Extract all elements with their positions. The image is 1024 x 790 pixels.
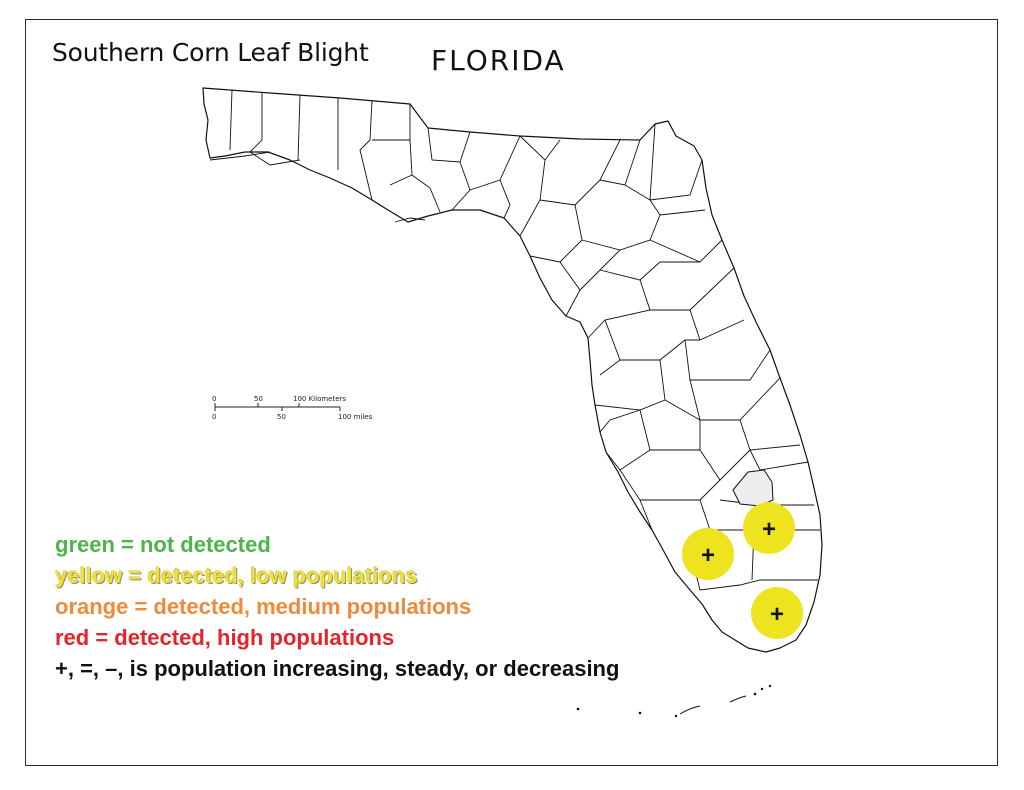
scale-km-50: 50 bbox=[254, 395, 263, 403]
detection-marker: + bbox=[682, 528, 734, 580]
detection-marker: + bbox=[751, 587, 803, 639]
map-title: Southern Corn Leaf Blight bbox=[52, 38, 369, 67]
scale-bar: 0 50 100 Kilometers 0 50 100 miles bbox=[212, 395, 373, 421]
legend-trend-key: +, =, –, is population increasing, stead… bbox=[55, 656, 620, 681]
legend-red: red = detected, high populations bbox=[55, 625, 395, 650]
trend-symbol: + bbox=[770, 601, 784, 628]
scale-mi-50: 50 bbox=[277, 413, 286, 421]
scale-km-100: 100 Kilometers bbox=[293, 395, 346, 403]
scale-mi-100: 100 miles bbox=[338, 413, 373, 421]
detection-marker: + bbox=[743, 502, 795, 554]
county-lines bbox=[229, 89, 820, 591]
barrier-island bbox=[394, 217, 426, 223]
highlighted-county bbox=[732, 469, 774, 507]
trend-symbol: + bbox=[701, 542, 715, 569]
scale-km-0: 0 bbox=[212, 395, 216, 403]
florida-keys bbox=[576, 684, 772, 718]
scale-mi-0: 0 bbox=[212, 413, 216, 421]
legend-green: green = not detected bbox=[55, 532, 271, 557]
state-name: FLORIDA bbox=[431, 44, 566, 77]
legend-yellow: yellow = detected, low populations bbox=[55, 563, 418, 588]
legend-orange: orange = detected, medium populations bbox=[55, 594, 472, 619]
legend: green = not detected yellow = detected, … bbox=[55, 529, 619, 684]
trend-symbol: + bbox=[762, 516, 776, 543]
florida-outline bbox=[202, 87, 823, 653]
barrier-island bbox=[209, 151, 271, 161]
